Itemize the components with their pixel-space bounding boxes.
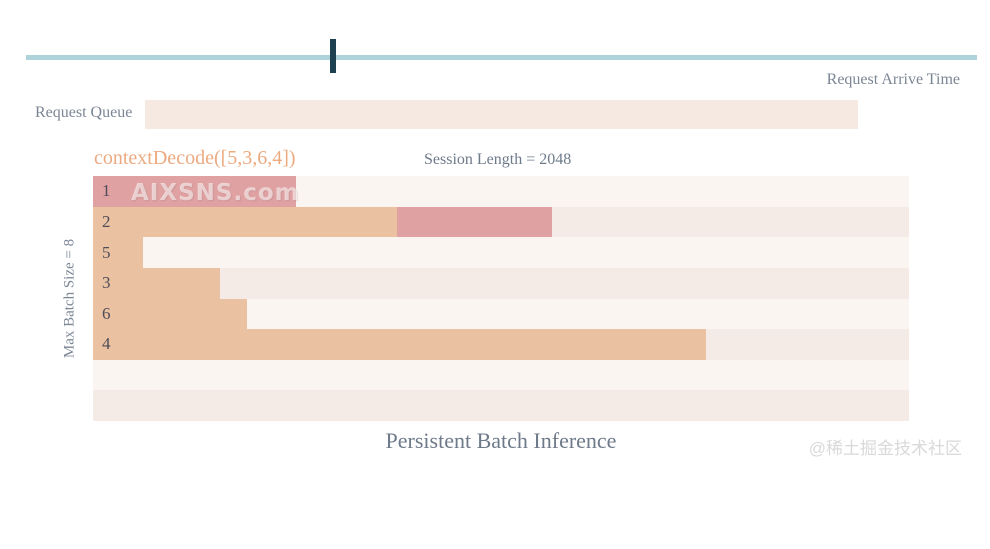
batch-row-segments [93, 206, 909, 238]
batch-row-segments [93, 237, 909, 268]
batch-inference-chart: 1 2 5 3 6 4 [93, 176, 909, 421]
batch-row: 4 [93, 329, 909, 360]
rose-segment [93, 176, 297, 207]
batch-row: 6 [93, 298, 909, 330]
request-queue-bar [145, 100, 858, 129]
batch-row-segments [93, 360, 909, 391]
rose-segment [397, 206, 553, 238]
max-batch-size-label: Max Batch Size = 8 [61, 238, 78, 359]
tan-segment [93, 329, 706, 360]
batch-row-segments [93, 329, 909, 360]
batch-row [93, 359, 909, 391]
batch-row-label: 3 [102, 273, 111, 293]
request-arrive-timeline [26, 39, 977, 73]
batch-row-label: 5 [102, 242, 111, 262]
request-arrive-time-label: Request Arrive Time [826, 71, 960, 88]
community-watermark: @稀土掘金技术社区 [808, 439, 962, 458]
diagram-title: Persistent Batch Inference [385, 428, 617, 453]
batch-row-label: 1 [102, 181, 111, 201]
batch-row-segments [93, 390, 909, 421]
batch-row-segments [93, 267, 909, 299]
request-queue-label: Request Queue [35, 104, 133, 121]
batch-row-segments [93, 176, 909, 207]
site-watermark: AIXSNS.com [131, 180, 300, 206]
current-time-tick [330, 39, 337, 73]
batch-row [93, 390, 909, 421]
session-length-label: Session Length = 2048 [424, 151, 572, 168]
context-decode-label: contextDecode([5,3,6,4]) [94, 147, 296, 169]
tan-segment [93, 298, 248, 330]
tan-segment [93, 267, 221, 299]
batch-row-label: 6 [102, 303, 111, 323]
tan-segment [93, 237, 143, 268]
batch-row: 3 [93, 267, 909, 299]
batch-row-label: 4 [102, 334, 111, 354]
batch-row: 1 [93, 176, 909, 207]
batch-row: 5 [93, 237, 909, 268]
tan-segment [93, 206, 398, 238]
batch-row: 2 [93, 206, 909, 238]
batch-row-segments [93, 298, 909, 330]
batch-row-label: 2 [102, 211, 111, 231]
